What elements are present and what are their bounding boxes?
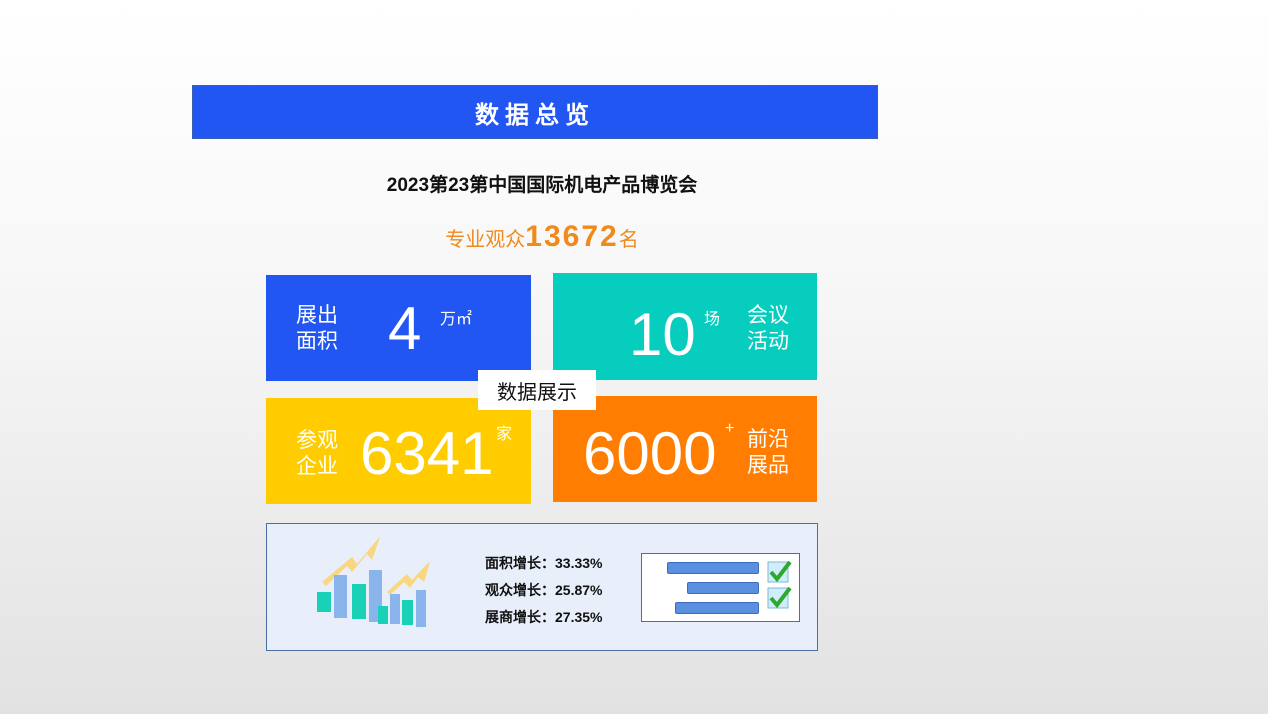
label-line: 活动: [747, 330, 789, 353]
visitors-line: 专业观众13672名: [192, 220, 892, 254]
growth-label: 展商增长：: [485, 609, 555, 625]
tile-value: 6000: [583, 420, 717, 487]
checkmark-icon: [767, 560, 792, 609]
label-line: 展品: [747, 454, 789, 477]
growth-label: 观众增长：: [485, 582, 555, 598]
tile-label: 参观 企业: [296, 428, 338, 480]
tile-meetings: 10 场 会议活动: [553, 273, 817, 380]
data-display-badge: 数据展示: [478, 370, 596, 410]
tile-exhibits: 6000 + 前沿展品: [553, 396, 817, 502]
growth-panel: 面积增长：33.33% 观众增长：25.87% 展商增长：27.35%: [266, 523, 818, 651]
growth-area: 面积增长：33.33%: [485, 553, 602, 573]
page-title: 2023第23第中国国际机电产品博览会: [386, 175, 698, 196]
header-title: 数据总览: [475, 101, 595, 129]
visitors-value: 13672: [525, 220, 619, 253]
growth-value: 25.87%: [555, 582, 603, 598]
tile-label: 展出 面积: [296, 303, 338, 355]
header-bar: 数据总览: [192, 85, 878, 139]
growth-visitors: 观众增长：25.87%: [485, 580, 602, 600]
label-line: 会议: [747, 304, 789, 327]
tile-label: 前沿 展品: [747, 427, 789, 479]
tile-unit: 场: [704, 311, 721, 328]
tile-unit: 万㎡: [440, 311, 473, 328]
label-line: 面积: [296, 330, 338, 353]
growth-exhibitors: 展商增长：27.35%: [485, 607, 602, 627]
tile-exhibition-area: 展出面积 4 万㎡: [266, 275, 531, 381]
tile-unit: 家: [496, 426, 513, 443]
label-line: 前沿: [747, 428, 789, 451]
tile-value: 4: [388, 295, 422, 362]
growth-label: 面积增长：: [485, 555, 555, 571]
tile-companies: 参观企业 6341 家: [266, 398, 531, 504]
tile-unit: +: [725, 420, 735, 437]
growth-value: 27.35%: [555, 609, 603, 625]
label-line: 企业: [296, 455, 338, 478]
label-line: 参观: [296, 429, 338, 452]
bar-chart-growth-icon: [317, 537, 430, 627]
tile-value: 6341: [360, 420, 494, 487]
label-line: 展出: [296, 304, 338, 327]
tile-label: 会议 活动: [747, 303, 789, 355]
visitors-prefix: 专业观众: [445, 229, 526, 251]
tile-value: 10: [629, 301, 696, 368]
visitors-suffix: 名: [618, 229, 639, 251]
growth-value: 33.33%: [555, 555, 603, 571]
checklist-icon: [641, 553, 800, 622]
